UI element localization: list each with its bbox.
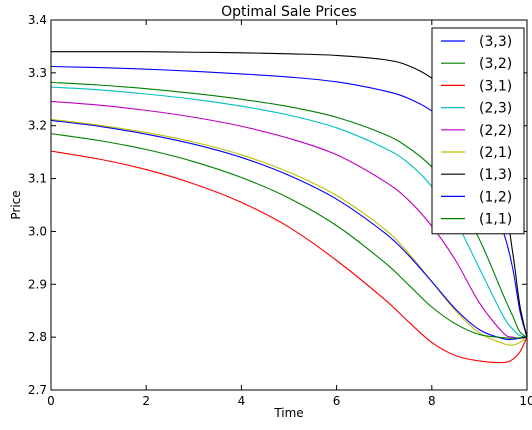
legend-label-6: (1,3)	[479, 167, 512, 183]
x-tick-label-2: 4	[238, 394, 246, 408]
y-tick-label-5: 3.2	[28, 119, 47, 133]
chart-title: Optimal Sale Prices	[221, 4, 357, 20]
x-tick-label-5: 10	[519, 394, 532, 408]
plot-frame	[50, 19, 528, 391]
legend-label-4: (2,2)	[479, 123, 512, 139]
series-line-4	[50, 100, 528, 339]
y-tick-label-6: 3.3	[28, 66, 47, 80]
legend-label-7: (1,2)	[479, 189, 512, 205]
y-tick-label-2: 2.9	[28, 277, 47, 291]
legend-label-3: (2,3)	[479, 101, 512, 117]
series-line-5	[50, 118, 528, 346]
series-line-7	[50, 119, 528, 341]
y-axis-label: Price	[9, 190, 23, 219]
legend-box	[431, 27, 525, 235]
legend-label-2: (3,1)	[479, 78, 512, 94]
legend: (3,3) (3,2) (3,1) (2,3) (2,2) (2,1) (1,3) (1,2)…	[431, 27, 525, 235]
x-tick-label-3: 6	[333, 394, 341, 408]
y-tick-label-0: 2.7	[28, 383, 47, 397]
legend-label-5: (2,1)	[479, 145, 512, 161]
legend-label-1: (3,2)	[479, 56, 512, 72]
x-tick-label-4: 8	[428, 394, 436, 408]
series-line-8	[50, 133, 528, 339]
x-tick-label-0: 0	[47, 394, 55, 408]
series-line-0	[50, 65, 528, 338]
y-tick-label-3: 3.0	[28, 224, 47, 238]
legend-label-0: (3,3)	[479, 34, 512, 50]
x-tick-label-1: 2	[142, 394, 150, 408]
y-tick-label-1: 2.8	[28, 330, 47, 344]
series-line-1	[50, 81, 528, 338]
series-line-3	[50, 86, 528, 338]
y-tick-label-7: 3.4	[28, 13, 47, 27]
y-tick-label-4: 3.1	[28, 172, 47, 186]
series-group	[50, 51, 528, 364]
legend-label-8: (1,1)	[479, 212, 512, 228]
series-line-2	[50, 150, 528, 364]
x-axis-label: Time	[273, 406, 303, 420]
